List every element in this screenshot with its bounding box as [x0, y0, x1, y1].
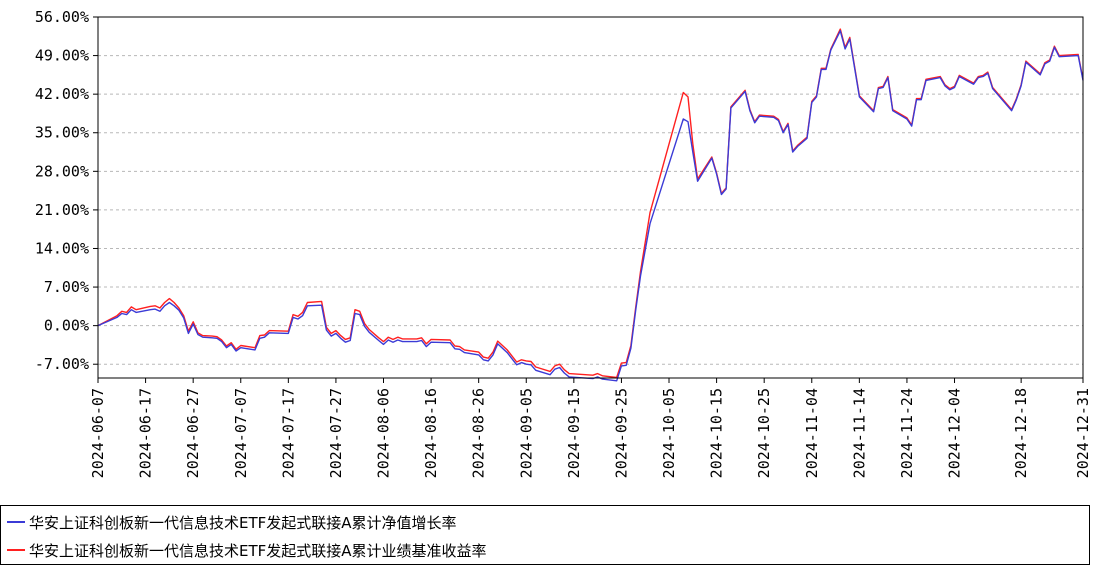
x-tick-label: 2024-11-24 [898, 388, 916, 478]
x-tick-label: 2024-12-18 [1012, 388, 1030, 478]
x-tick-label: 2024-08-06 [375, 388, 393, 478]
x-tick-label: 2024-12-31 [1074, 388, 1092, 478]
x-tick-label: 2024-10-05 [660, 388, 678, 478]
grid-layer [98, 16, 1083, 365]
x-tick-label: 2024-09-15 [565, 388, 583, 478]
y-tick-label: 42.00% [35, 85, 89, 103]
legend-item-nav: 华安上证科创板新一代信息技术ETF发起式联接A累计净值增长率 [7, 509, 457, 535]
y-tick-label: 7.00% [44, 278, 89, 296]
x-tick-label: 2024-06-17 [137, 388, 155, 478]
legend-swatch-nav [7, 521, 25, 523]
x-tick-label: 2024-12-04 [946, 388, 964, 478]
y-tick-label: 0.00% [44, 317, 89, 335]
y-tick-label: 56.00% [35, 8, 89, 26]
series-line-nav [97, 30, 1084, 382]
x-tick-label: 2024-08-26 [470, 388, 488, 478]
x-axis: 2024-06-07 2024-06-17 2024-06-27 2024-07-07… [89, 378, 1092, 478]
x-tick-label: 2024-07-27 [327, 388, 345, 478]
x-tick-label: 2024-09-25 [612, 388, 630, 478]
x-tick-label: 2024-10-25 [755, 388, 773, 478]
legend: 华安上证科创板新一代信息技术ETF发起式联接A累计净值增长率 华安上证科创板新一… [0, 505, 1090, 565]
x-tick-label: 2024-09-05 [517, 388, 535, 478]
plot-frame [97, 16, 1084, 379]
x-tick-label: 2024-08-16 [422, 388, 440, 478]
x-tick-label: 2024-06-07 [89, 388, 107, 478]
series-layer [97, 28, 1084, 382]
y-tick-label: 28.00% [35, 162, 89, 180]
legend-label-benchmark: 华安上证科创板新一代信息技术ETF发起式联接A累计业绩基准收益率 [29, 541, 487, 560]
y-axis: 56.00% 49.00% 42.00% 35.00% 28.00% 21.00% 14.0… [35, 8, 98, 373]
legend-label-nav: 华安上证科创板新一代信息技术ETF发起式联接A累计净值增长率 [29, 513, 457, 532]
y-tick-label: 35.00% [35, 124, 89, 142]
y-tick-label: 49.00% [35, 47, 89, 65]
x-tick-label: 2024-07-17 [279, 388, 297, 478]
y-tick-label: 21.00% [35, 201, 89, 219]
y-tick-label: 14.00% [35, 239, 89, 257]
x-tick-label: 2024-10-15 [708, 388, 726, 478]
x-tick-label: 2024-07-07 [232, 388, 250, 478]
line-chart: 56.00% 49.00% 42.00% 35.00% 28.00% 21.00% 14.0… [35, 8, 1092, 478]
y-tick-label: -7.00% [35, 355, 89, 373]
x-tick-label: 2024-11-14 [850, 388, 868, 478]
x-tick-label: 2024-11-04 [803, 388, 821, 478]
x-tick-label: 2024-06-27 [184, 388, 202, 478]
legend-swatch-benchmark [7, 549, 25, 551]
legend-item-benchmark: 华安上证科创板新一代信息技术ETF发起式联接A累计业绩基准收益率 [7, 537, 487, 563]
